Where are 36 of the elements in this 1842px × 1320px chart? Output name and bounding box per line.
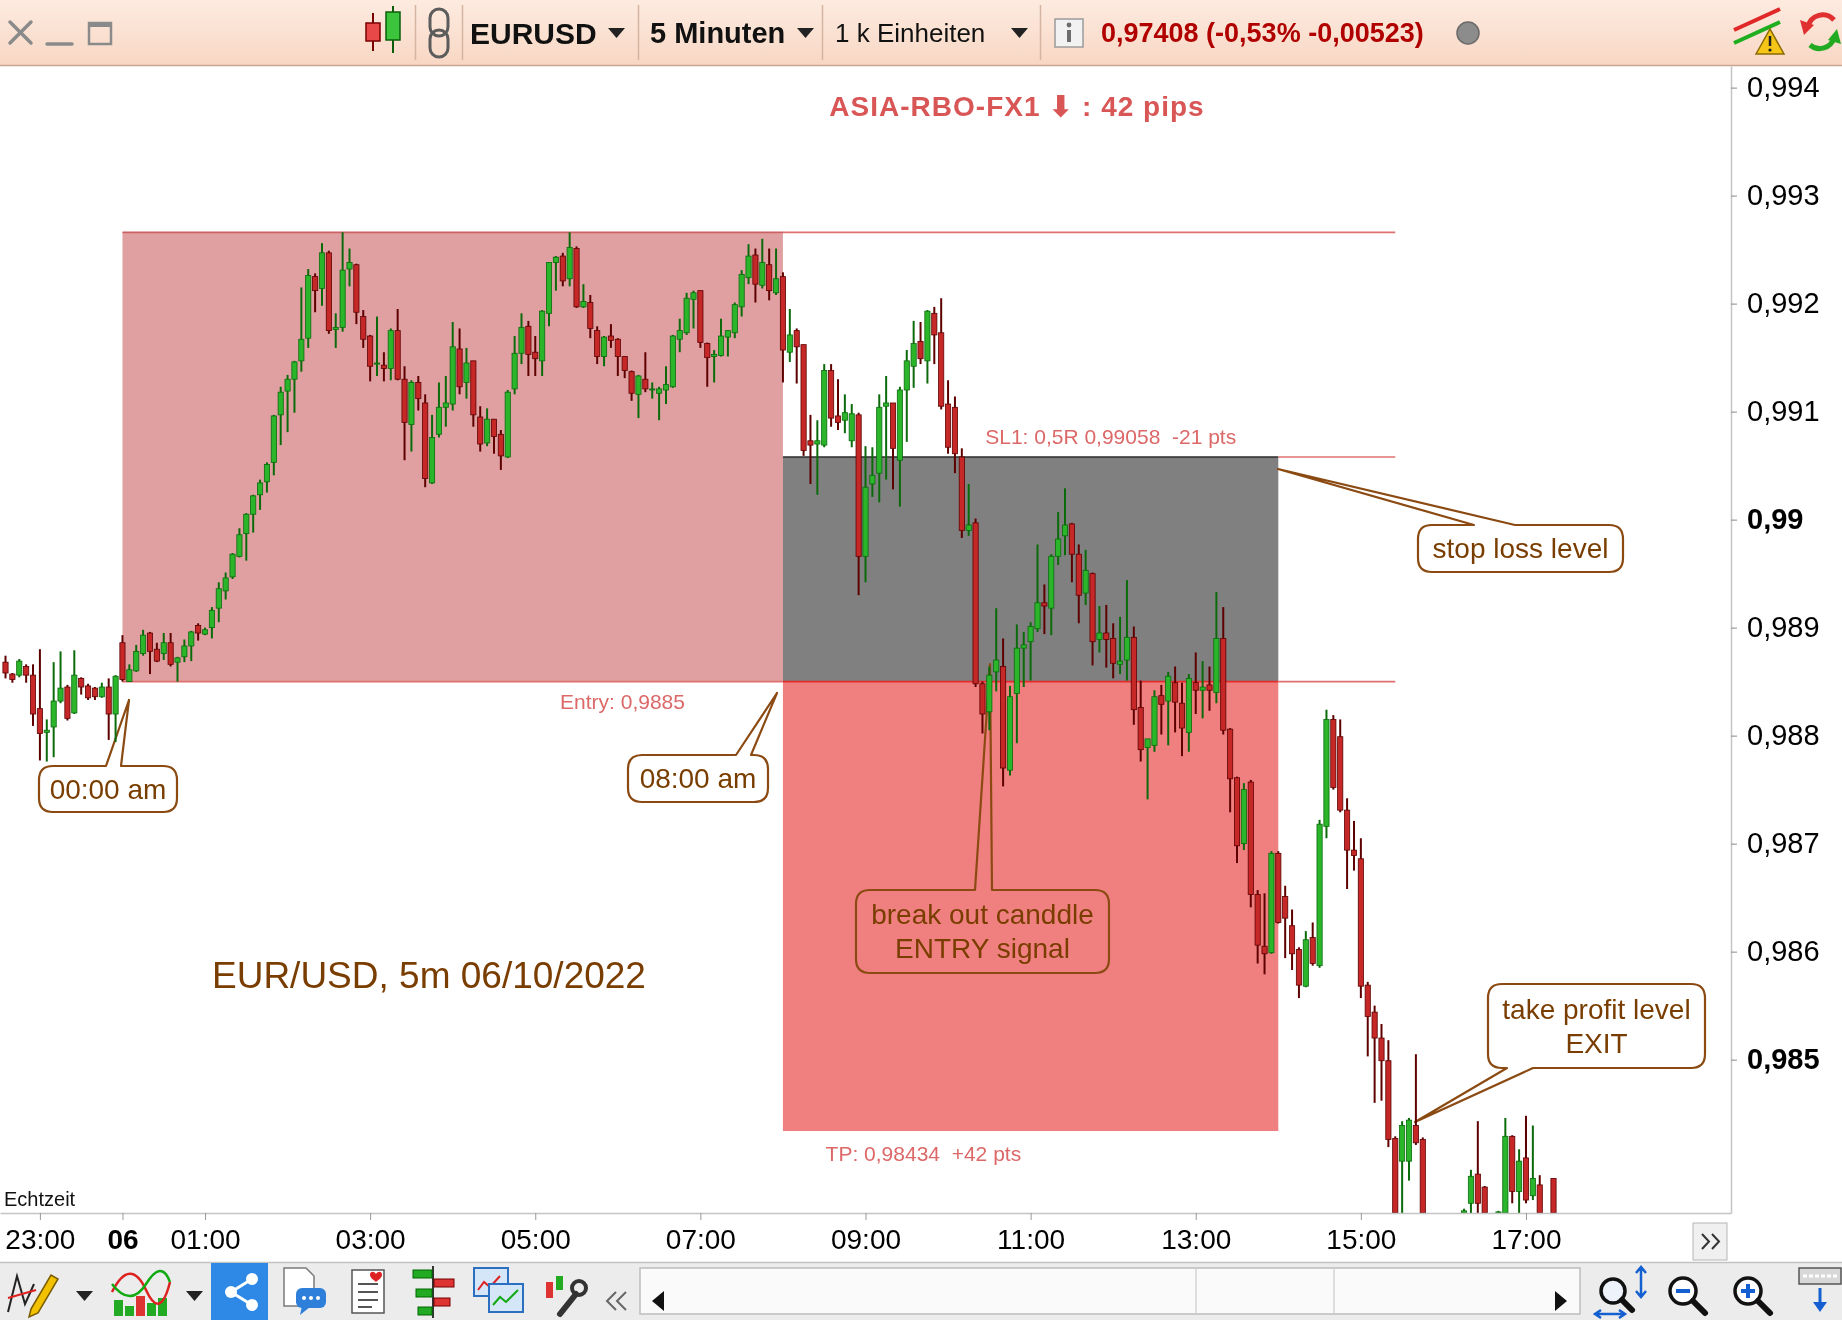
y-tick-label: 0,989	[1747, 611, 1820, 644]
y-tick-label: 0,988	[1747, 719, 1820, 752]
text: 1 k Einheiten	[835, 18, 986, 49]
text: ASIA-RBO-FX1 ⬇ : 42 pips	[829, 90, 1205, 122]
text: 5 Minuten	[650, 17, 786, 50]
y-tick-label: 0,991	[1747, 395, 1820, 428]
annotation: TP: 0,98434 +42 pts	[825, 1142, 1022, 1166]
x-tick-label: 07:00	[665, 1223, 736, 1255]
y-tick-label: 0,985	[1747, 1043, 1820, 1076]
x-tick-label: 06	[107, 1223, 139, 1255]
x-tick-label: 09:00	[830, 1223, 902, 1255]
y-tick-label: 0,993	[1747, 179, 1820, 212]
annotation: Entry: 0,9885	[560, 689, 685, 713]
annotation: EUR/USD, 5m 06/10/2022	[212, 954, 646, 996]
annotation: stop loss level	[1432, 533, 1609, 565]
x-tick-label: 01:00	[170, 1223, 241, 1255]
x-tick-label: 23:00	[5, 1223, 76, 1255]
text: 0,97408 (-0,53% -0,00523)	[1101, 18, 1424, 49]
y-tick-label: 0,986	[1747, 935, 1820, 968]
y-tick-label: 0,994	[1747, 71, 1820, 104]
annotation: take profit level EXIT	[1502, 993, 1691, 1059]
annotation: Echtzeit	[4, 1188, 76, 1210]
y-tick-label: 0,987	[1747, 827, 1820, 860]
x-tick-label: 17:00	[1491, 1223, 1562, 1255]
x-tick-label: 15:00	[1326, 1223, 1397, 1255]
annotation: break out canddle ENTRY signal	[871, 899, 1094, 965]
y-tick-label: 0,99	[1747, 503, 1804, 536]
y-tick-label: 0,992	[1747, 287, 1820, 320]
x-tick-label: 05:00	[500, 1223, 571, 1255]
x-tick-label: 13:00	[1161, 1223, 1232, 1255]
x-tick-label: 11:00	[997, 1223, 1066, 1255]
annotation: 08:00 am	[639, 763, 757, 795]
annotation: 00:00 am	[49, 773, 167, 805]
x-tick-label: 03:00	[335, 1223, 406, 1255]
text: EURUSD	[470, 16, 597, 50]
annotation: SL1: 0,5R 0,99058 -21 pts	[985, 425, 1237, 449]
